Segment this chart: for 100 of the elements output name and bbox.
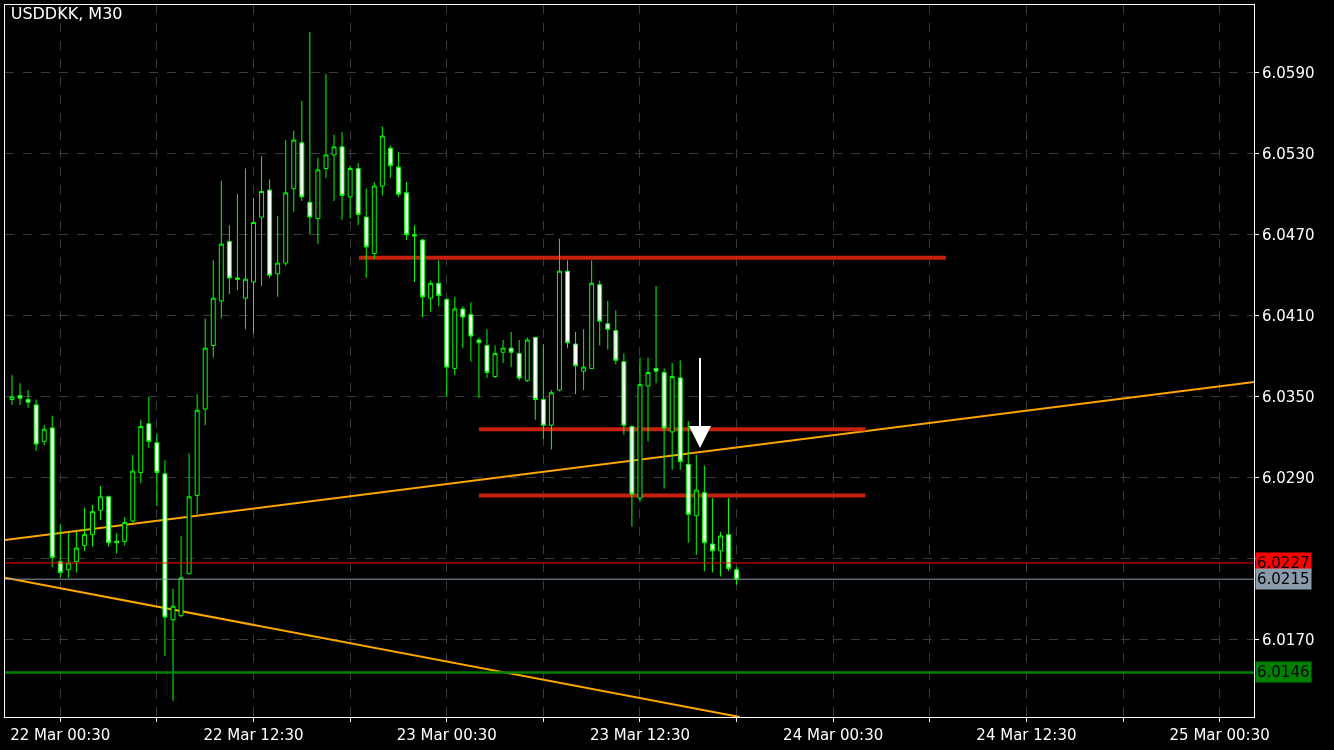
candlestick [9,374,15,406]
chart-title: USDDKK, M30 [10,3,123,23]
candlestick [122,516,128,546]
candlestick [516,339,522,382]
candlestick [605,300,611,351]
candlestick [331,134,337,202]
candlestick [428,280,434,313]
candlestick [114,532,120,555]
candlestick [629,424,635,527]
candlestick [259,155,265,287]
candlestick [194,393,200,515]
candlestick [226,224,232,295]
candlestick [556,238,562,392]
candlestick [484,328,490,379]
y-tick-label: 6.0290 [1262,469,1315,488]
candlestick [315,157,321,245]
candlestick [420,238,426,318]
candlestick [726,497,731,572]
candlestick [218,180,224,319]
candlestick [573,331,579,395]
candlestick [81,507,87,552]
candlestick [267,178,273,279]
candlestick [621,353,627,436]
candlestick [363,188,369,279]
candlestick [41,424,47,446]
candlestick [162,459,168,657]
candlestick [355,162,361,226]
candlestick [25,389,31,409]
candlestick [323,73,329,179]
y-tick-label: 6.0350 [1262,388,1315,407]
candlestick [251,197,256,334]
candlestick [186,453,192,575]
candlestick [202,317,208,426]
y-tick-label: 6.0410 [1262,306,1315,325]
candlestick [412,224,418,283]
y-tick-label: 6.0470 [1262,225,1315,244]
candlestick [347,165,353,219]
candlestick [73,531,79,573]
candlestick [597,280,603,346]
candlestick [637,357,643,503]
candlestick [540,343,546,440]
candlestick [404,181,409,241]
x-tick-label: 23 Mar 12:30 [589,726,691,744]
candlestick [98,485,104,521]
candlestick [210,259,216,359]
candlestick [291,130,297,213]
candlestick [524,336,530,383]
x-tick-label: 22 Mar 00:30 [10,726,111,744]
candlestick [130,454,136,523]
ref-line-label: 6.0227 [1257,554,1310,572]
candlestick [701,465,707,572]
candlestick [33,399,39,452]
candlestick [613,309,619,365]
x-tick-label: 24 Mar 12:30 [976,726,1077,744]
ref-line-label: 6.0146 [1257,663,1310,681]
candlestick [709,497,715,573]
candlestick [532,336,538,421]
candlestick [146,396,152,449]
candlestick [106,494,112,548]
candlestick [17,382,23,406]
candlestick [299,100,305,202]
candlestick [565,259,570,349]
candlestick [170,588,176,702]
candlestick [661,367,667,490]
candlestick [669,362,675,471]
candlestick [685,420,691,544]
candlestick [371,181,377,260]
candlestick [49,415,55,568]
candlestick [452,296,458,376]
ref-line-label: 6.0215 [1257,570,1310,588]
candlestick [734,566,740,586]
candlestick [718,531,723,577]
candlestick [508,331,514,368]
candlestick [548,389,554,450]
candlestick [65,532,71,579]
x-tick-label: 25 Mar 00:30 [1169,726,1270,744]
candlestick [693,454,699,556]
candlestick [90,504,95,548]
candlestick [138,419,144,484]
candlestick [307,31,313,236]
candlestick [581,328,587,391]
candlestick [283,139,289,267]
candlestick [677,359,683,471]
candlestick [436,259,442,307]
candlestick [379,126,385,196]
candlestick [339,131,345,221]
candlestick [589,259,595,369]
candlestick [645,357,651,442]
candlestick [275,215,281,298]
x-tick-label: 22 Mar 12:30 [203,726,304,744]
candlestick [492,344,498,379]
candlestick [500,339,506,364]
x-tick-label: 24 Mar 00:30 [783,726,884,744]
candlestick [178,535,184,618]
x-tick-label: 23 Mar 00:30 [396,726,497,744]
candlestick [395,151,401,198]
candlestick [460,305,466,349]
candlestick [242,167,248,330]
y-tick-label: 6.0590 [1262,63,1315,82]
candlestick [468,301,474,363]
